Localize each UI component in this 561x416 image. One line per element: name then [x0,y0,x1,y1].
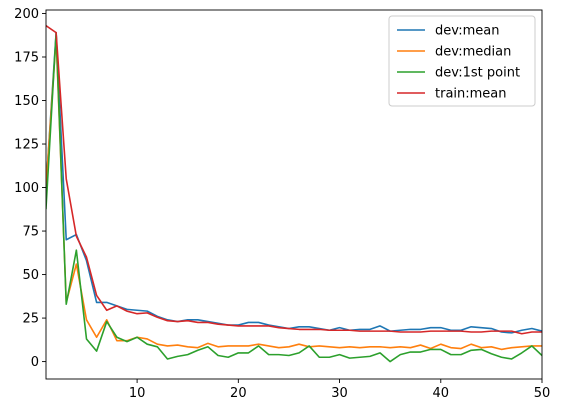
series-line-4 [46,24,542,335]
x-tick-label: 20 [230,386,247,401]
series-line-3 [46,31,542,363]
legend-label: dev:1st point [435,66,520,81]
legend: dev:mean dev:median dev:1st point train:mea… [388,15,536,107]
y-tick-label: 200 [14,7,39,22]
x-tick-label: 10 [129,386,146,401]
x-tick-label: 40 [433,386,450,401]
y-tick-label: 150 [14,94,39,109]
x-tick-label: 30 [331,386,348,401]
y-tick-label: 25 [22,312,39,327]
series-layer [46,24,542,363]
series-line-1 [46,31,542,334]
legend-label: dev:mean [435,24,499,39]
legend-box [388,15,536,107]
y-tick-label: 100 [14,181,39,196]
y-tick-label: 75 [22,225,39,240]
plot-frame [45,9,543,380]
axes-layer: 10 20 30 40 50 0 25 50 75 100 125 150 175 200 [14,7,550,401]
legend-label: train:mean [435,87,507,102]
x-tick-label: 50 [534,386,551,401]
legend-label: dev:median [435,45,511,60]
y-tick-label: 175 [14,50,39,65]
y-tick-label: 50 [22,268,39,283]
y-tick-label: 125 [14,138,39,153]
y-tick-label: 0 [31,355,39,370]
